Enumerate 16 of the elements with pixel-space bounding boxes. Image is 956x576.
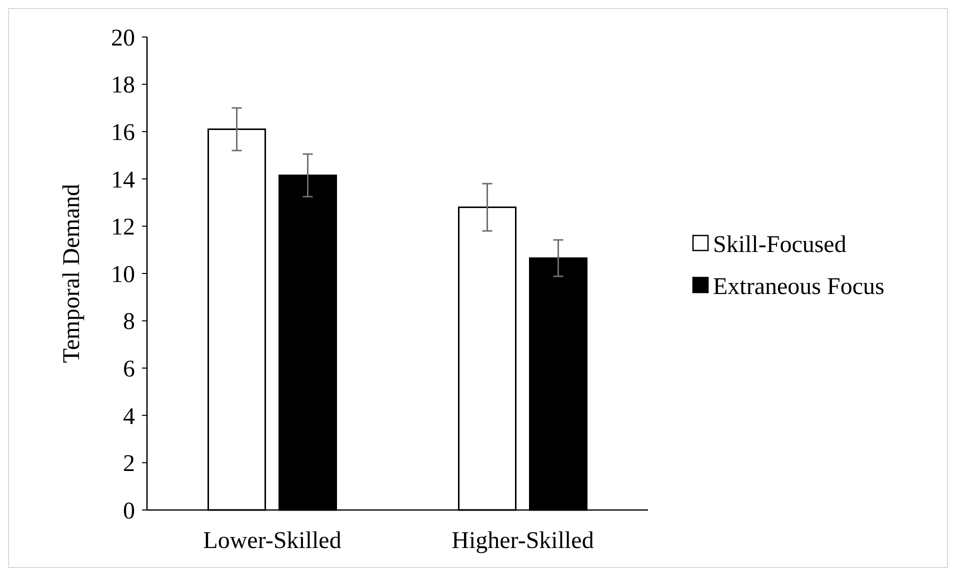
y-tick-label: 14 [111, 167, 135, 194]
x-tick-label: Lower-Skilled [203, 528, 342, 554]
y-tick-label: 18 [111, 72, 135, 99]
y-tick-label: 6 [123, 356, 135, 382]
legend-label: Extraneous Focus [713, 274, 884, 300]
y-tick-label: 8 [123, 309, 135, 336]
y-tick-label: 4 [123, 404, 135, 430]
x-tick-label: Higher-Skilled [452, 528, 594, 554]
y-tick-label: 12 [111, 214, 135, 241]
y-tick-label: 10 [111, 262, 135, 288]
y-tick-label: 2 [123, 451, 135, 478]
y-tick-label: 16 [111, 120, 135, 146]
y-tick-label: 0 [123, 498, 135, 524]
y-tick-label: 20 [111, 25, 135, 52]
y-axis-title: Temporal Demand [59, 184, 85, 363]
legend-label: Skill-Focused [713, 232, 846, 258]
